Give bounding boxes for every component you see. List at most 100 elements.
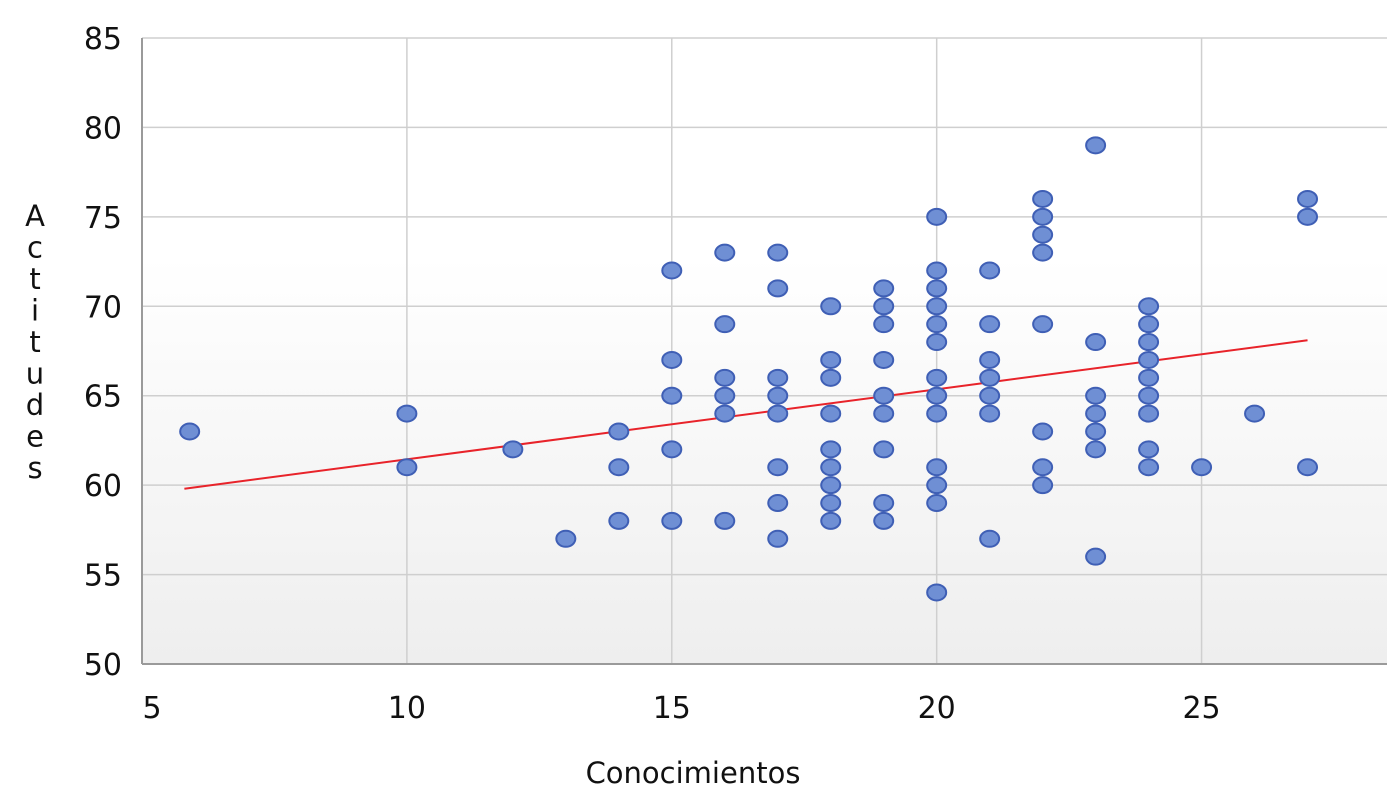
data-point xyxy=(714,243,736,262)
data-point xyxy=(873,350,895,369)
data-point xyxy=(396,458,418,477)
data-point xyxy=(1032,315,1054,334)
data-point xyxy=(1138,297,1160,316)
data-point xyxy=(873,279,895,298)
x-tick-label: 15 xyxy=(653,691,691,726)
data-point xyxy=(820,458,842,477)
data-point xyxy=(926,333,948,352)
data-point xyxy=(1085,404,1107,423)
y-axis-title-letter: d xyxy=(26,388,44,422)
y-axis-title-letter: c xyxy=(27,231,43,265)
data-point xyxy=(608,511,630,530)
y-tick-label: 55 xyxy=(84,559,122,594)
data-point xyxy=(661,440,683,459)
data-point xyxy=(926,494,948,513)
data-point xyxy=(1032,189,1054,208)
data-point xyxy=(767,404,789,423)
trendline-layer xyxy=(184,339,1308,490)
data-point xyxy=(926,368,948,387)
y-axis-title-letter: t xyxy=(29,262,40,296)
data-point xyxy=(1032,422,1054,441)
data-point xyxy=(926,583,948,602)
data-point xyxy=(873,315,895,334)
x-tick-label: 10 xyxy=(388,691,426,726)
data-point xyxy=(926,315,948,334)
data-point xyxy=(1297,458,1319,477)
data-point xyxy=(502,440,524,459)
data-point xyxy=(820,297,842,316)
data-point xyxy=(1138,333,1160,352)
data-point xyxy=(608,458,630,477)
data-point xyxy=(767,386,789,405)
data-point xyxy=(1138,458,1160,477)
x-tick-label: 25 xyxy=(1182,691,1220,726)
data-point xyxy=(820,368,842,387)
data-point xyxy=(714,315,736,334)
data-point xyxy=(1138,368,1160,387)
data-point xyxy=(714,404,736,423)
data-point xyxy=(926,386,948,405)
data-point xyxy=(1032,476,1054,495)
data-point xyxy=(661,261,683,280)
x-tick-label: 5 xyxy=(142,691,161,726)
data-point xyxy=(979,404,1001,423)
data-point xyxy=(1191,458,1213,477)
y-axis-title-letter: i xyxy=(31,294,39,328)
y-tick-label: 75 xyxy=(84,201,122,236)
tick-labels: 50 55 60 65 70 75 80 85 5 10 15 20 25 xyxy=(84,22,1221,726)
data-point xyxy=(179,422,201,441)
data-point xyxy=(714,386,736,405)
data-point xyxy=(873,386,895,405)
data-point xyxy=(820,350,842,369)
data-point xyxy=(1138,404,1160,423)
data-point xyxy=(926,261,948,280)
y-axis-title-letter: e xyxy=(26,420,44,454)
y-tick-label: 80 xyxy=(84,111,122,146)
data-point xyxy=(1085,547,1107,566)
data-point xyxy=(714,368,736,387)
y-tick-label: 60 xyxy=(84,469,122,504)
data-point xyxy=(661,350,683,369)
data-point xyxy=(767,368,789,387)
data-point xyxy=(608,422,630,441)
data-point xyxy=(873,404,895,423)
data-point xyxy=(979,386,1001,405)
data-point xyxy=(1032,458,1054,477)
data-point xyxy=(1138,386,1160,405)
data-point xyxy=(396,404,418,423)
data-point xyxy=(1297,189,1319,208)
y-tick-label: 50 xyxy=(84,648,122,683)
y-tick-label: 85 xyxy=(84,22,122,57)
x-axis-title: Conocimientos xyxy=(586,756,801,789)
data-point xyxy=(926,297,948,316)
trendline xyxy=(184,339,1308,490)
data-point xyxy=(767,243,789,262)
y-tick-label: 70 xyxy=(84,290,122,325)
data-point xyxy=(661,386,683,405)
data-point xyxy=(661,511,683,530)
data-point xyxy=(1085,386,1107,405)
data-point xyxy=(714,511,736,530)
grid-lines xyxy=(141,37,1387,665)
plot-area xyxy=(142,38,1387,664)
data-point xyxy=(767,529,789,548)
data-point xyxy=(1085,136,1107,155)
data-point xyxy=(1085,440,1107,459)
data-point xyxy=(555,529,577,548)
data-point xyxy=(979,529,1001,548)
data-point xyxy=(820,476,842,495)
y-axis-title-letter: t xyxy=(29,325,40,359)
data-point xyxy=(979,315,1001,334)
data-point xyxy=(1244,404,1266,423)
data-point xyxy=(979,368,1001,387)
axes xyxy=(141,38,1387,665)
data-point xyxy=(767,458,789,477)
data-point xyxy=(1138,315,1160,334)
data-point xyxy=(767,279,789,298)
data-point xyxy=(926,279,948,298)
x-tick-label: 20 xyxy=(918,691,956,726)
data-point xyxy=(873,494,895,513)
data-points xyxy=(179,136,1319,602)
